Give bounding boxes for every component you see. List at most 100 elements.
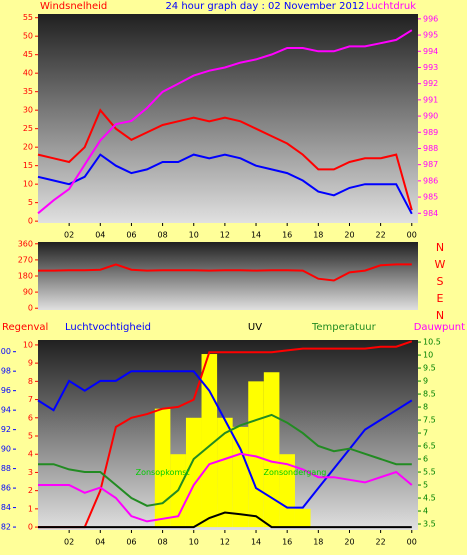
y-tick-label: 270 bbox=[18, 255, 33, 264]
y2-tick-label: 991 bbox=[423, 95, 438, 104]
x-tick-label: 06 bbox=[126, 538, 136, 547]
uv-bar bbox=[154, 408, 171, 528]
y-tick-label: 4 bbox=[28, 450, 33, 459]
y-tick-label: 15 bbox=[23, 161, 33, 170]
x-tick-label: 04 bbox=[95, 538, 105, 547]
y2-tick-label: 984 bbox=[423, 209, 438, 218]
series-line bbox=[37, 29, 413, 215]
plot-area bbox=[38, 242, 418, 310]
y2-tick-label: 989 bbox=[423, 128, 438, 137]
y-tick-label: 2 bbox=[28, 486, 33, 495]
x-tick-label: 20 bbox=[344, 538, 354, 547]
direction-label: N bbox=[436, 309, 444, 322]
x-tick-label: 00 bbox=[407, 538, 417, 547]
uv-bar bbox=[217, 417, 233, 528]
y-tick-label: 90 bbox=[23, 288, 33, 297]
y-tick-label: 180 bbox=[18, 272, 33, 281]
y-tick-label: 30 bbox=[23, 106, 33, 115]
y-tick-label: 40 bbox=[23, 69, 33, 78]
x-tick-label: 12 bbox=[220, 231, 230, 240]
series-label: Regenval bbox=[2, 322, 48, 333]
y2-tick-label: 6.5 bbox=[423, 442, 436, 451]
x-tick-label: 12 bbox=[220, 538, 230, 547]
y-tick-label: 7 bbox=[28, 395, 33, 404]
y2-tick-label: 995 bbox=[423, 31, 438, 40]
x-tick-label: 02 bbox=[64, 538, 74, 547]
y2-tick-label: 993 bbox=[423, 63, 438, 72]
y2-tick-label: 987 bbox=[423, 160, 438, 169]
y2-tick-label: 7 bbox=[423, 429, 428, 438]
y-tick-label: 20 bbox=[23, 143, 33, 152]
y-tick-label: 10 bbox=[23, 180, 33, 189]
y2-tick-label: 5.5 bbox=[423, 468, 436, 477]
y3-tick-label: 96 bbox=[1, 386, 11, 395]
wind-label: Windsnelheid bbox=[40, 1, 107, 12]
x-tick-label: 16 bbox=[282, 231, 292, 240]
y3-tick-label: 90 bbox=[1, 445, 11, 454]
y-tick-label: 35 bbox=[23, 87, 33, 96]
y2-tick-label: 986 bbox=[423, 176, 438, 185]
x-tick-label: 08 bbox=[157, 538, 167, 547]
y2-tick-label: 10 bbox=[423, 351, 433, 360]
y-tick-label: 25 bbox=[23, 124, 33, 133]
x-tick-label: 08 bbox=[157, 231, 167, 240]
series-line bbox=[38, 340, 413, 529]
y2-tick-label: 7.5 bbox=[423, 416, 436, 425]
x-tick-label: 14 bbox=[251, 538, 261, 547]
y2-tick-label: 8.5 bbox=[423, 390, 436, 399]
x-tick-label: 02 bbox=[64, 231, 74, 240]
series-label: UV bbox=[248, 322, 262, 333]
uv-bar bbox=[185, 417, 202, 528]
series-line bbox=[37, 153, 413, 215]
y-tick-label: 8 bbox=[28, 377, 33, 386]
y2-tick-label: 10.5 bbox=[423, 338, 441, 347]
y2-tick-label: 4.5 bbox=[423, 494, 436, 503]
series-line bbox=[38, 452, 413, 523]
y3-tick-label: 86 bbox=[1, 484, 11, 493]
y-tick-label: 5 bbox=[28, 198, 33, 207]
x-tick-label: 10 bbox=[189, 231, 199, 240]
x-tick-label: 04 bbox=[95, 231, 105, 240]
uv-bar bbox=[279, 454, 295, 528]
direction-label: W bbox=[435, 258, 446, 271]
y-tick-label: 55 bbox=[23, 13, 33, 22]
x-tick-label: 20 bbox=[344, 231, 354, 240]
direction-label: N bbox=[436, 241, 444, 254]
y3-tick-label: 84 bbox=[1, 503, 11, 512]
series-line bbox=[38, 263, 412, 282]
y2-tick-label: 9.5 bbox=[423, 364, 436, 373]
x-tick-label: 18 bbox=[313, 231, 323, 240]
series-label: Temperatuur bbox=[311, 322, 377, 333]
uv-bar bbox=[232, 426, 249, 528]
y2-tick-label: 3.5 bbox=[423, 520, 436, 529]
y-tick-label: 5 bbox=[28, 432, 33, 441]
y-tick-label: 45 bbox=[23, 50, 33, 59]
y-tick-label: 0 bbox=[28, 523, 33, 532]
pressure-label: Luchtdruk bbox=[366, 1, 416, 12]
series-label: Luchtvochtigheid bbox=[65, 322, 151, 333]
y2-tick-label: 985 bbox=[423, 193, 438, 202]
x-tick-label: 22 bbox=[376, 538, 386, 547]
y3-tick-label: 92 bbox=[1, 425, 11, 434]
x-tick-label: 18 bbox=[313, 538, 323, 547]
x-tick-label: 00 bbox=[407, 231, 417, 240]
y2-tick-label: 994 bbox=[423, 47, 438, 56]
series-label: Dauwpunt bbox=[414, 322, 465, 333]
y3-tick-label: 94 bbox=[1, 406, 11, 415]
direction-label: S bbox=[437, 275, 444, 288]
y-tick-label: 6 bbox=[28, 413, 33, 422]
y2-tick-label: 9 bbox=[423, 377, 428, 386]
y-tick-label: 360 bbox=[18, 239, 33, 248]
x-tick-label: 22 bbox=[376, 231, 386, 240]
y-tick-label: 1 bbox=[28, 504, 33, 513]
x-tick-label: 14 bbox=[251, 231, 261, 240]
uv-bar bbox=[294, 508, 311, 528]
y3-tick-label: 98 bbox=[1, 367, 11, 376]
y2-tick-label: 6 bbox=[423, 455, 428, 464]
y2-tick-label: 988 bbox=[423, 144, 438, 153]
y-tick-label: 50 bbox=[23, 32, 33, 41]
y2-tick-label: 996 bbox=[423, 14, 438, 23]
series-line bbox=[38, 413, 412, 507]
y-tick-label: 0 bbox=[28, 217, 33, 226]
x-tick-label: 16 bbox=[282, 538, 292, 547]
